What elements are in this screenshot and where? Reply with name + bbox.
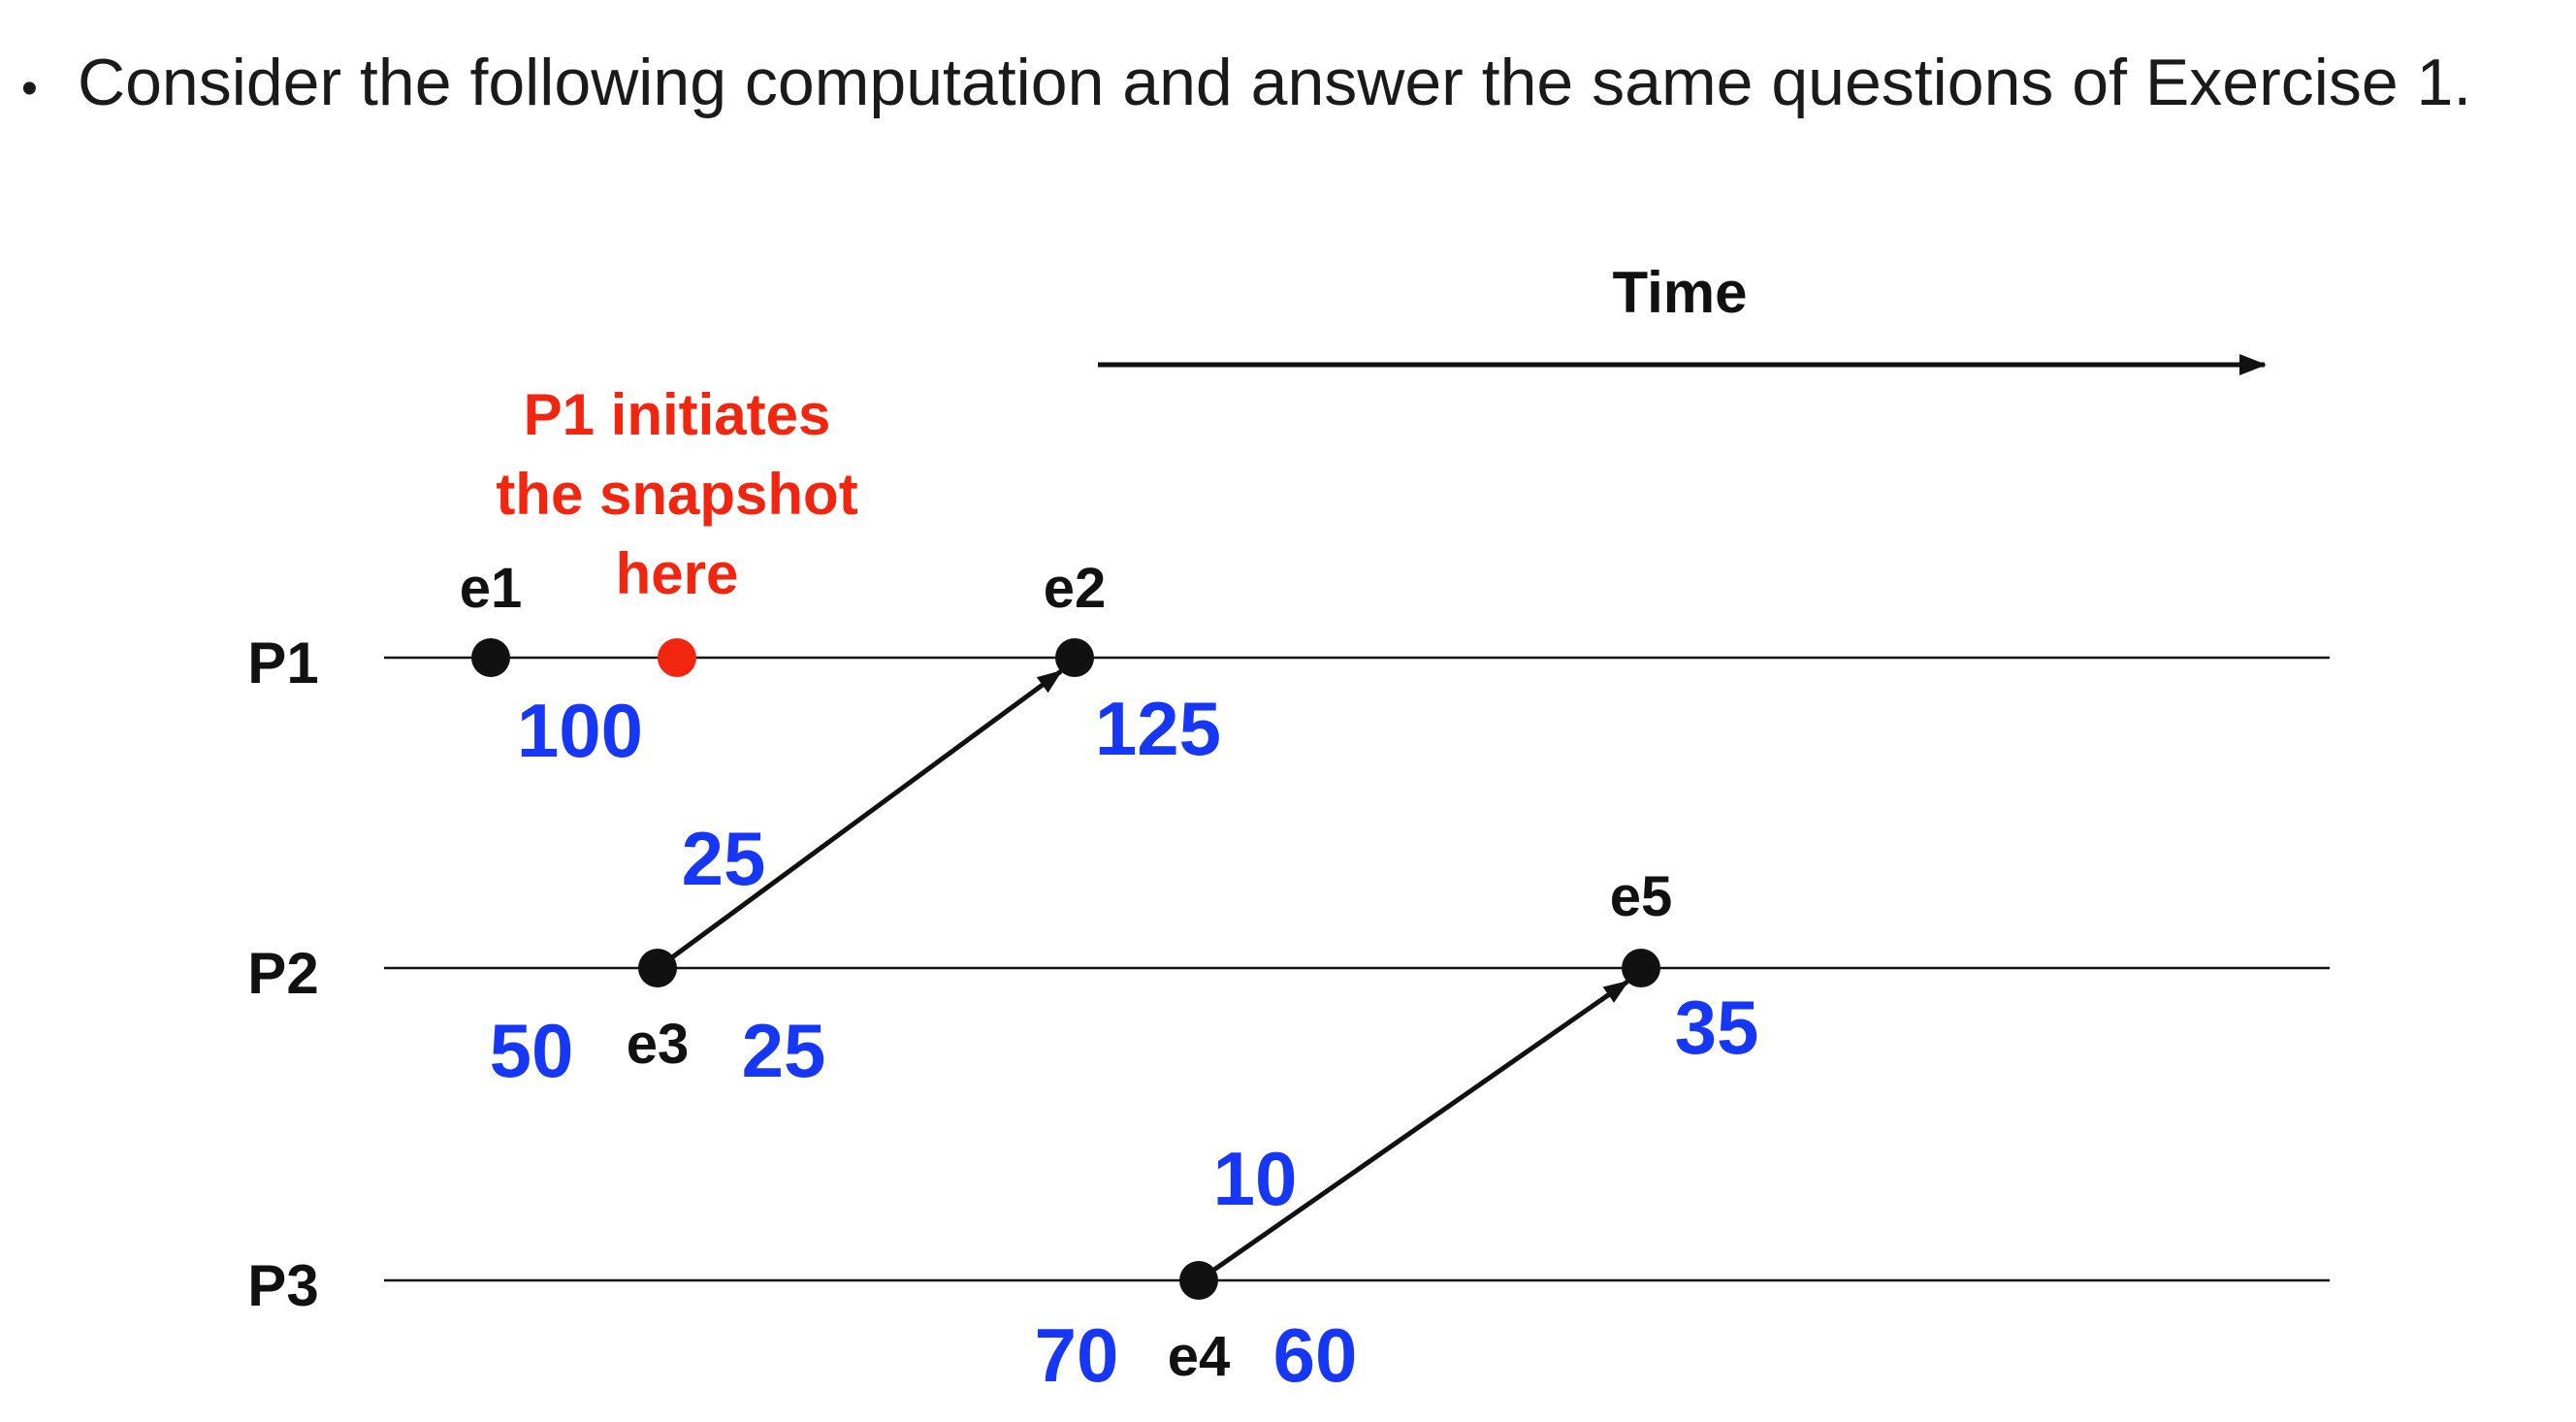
value-p3-initial: 70 xyxy=(1035,1312,1119,1398)
message-amount-e4-e5: 10 xyxy=(1213,1136,1298,1221)
event-label-e4: e4 xyxy=(1168,1325,1231,1388)
snapshot-marker-dot xyxy=(658,638,696,677)
event-dot-e3 xyxy=(638,949,677,987)
value-p2-after-e5: 35 xyxy=(1675,985,1759,1070)
value-p1-after-e2: 125 xyxy=(1095,686,1221,771)
event-label-e3: e3 xyxy=(627,1013,690,1076)
snapshot-annotation-line-2: the snapshot xyxy=(496,462,857,527)
message-arrow-e3-to-e2 xyxy=(656,668,1063,971)
process-label-p3: P3 xyxy=(247,1253,318,1318)
snapshot-annotation-line-1: P1 initiates xyxy=(524,382,831,447)
event-dot-e2 xyxy=(1055,638,1094,677)
event-dot-e5 xyxy=(1622,949,1660,987)
value-p3-after-e4: 60 xyxy=(1273,1312,1358,1398)
snapshot-annotation-line-3: here xyxy=(616,541,739,606)
bullet-marker: • xyxy=(21,63,38,114)
event-label-e1: e1 xyxy=(460,557,523,620)
message-arrow-e4-to-e5 xyxy=(1197,979,1629,1283)
event-dot-e1 xyxy=(471,638,510,677)
event-dot-e4 xyxy=(1179,1261,1218,1300)
time-axis-label: Time xyxy=(1613,260,1748,325)
exercise-prompt-text: Consider the following computation and a… xyxy=(78,46,2472,119)
process-label-p1: P1 xyxy=(247,630,318,695)
value-p2-initial: 50 xyxy=(490,1008,574,1093)
event-label-e5: e5 xyxy=(1610,865,1673,928)
event-label-e2: e2 xyxy=(1044,557,1107,620)
value-p2-after-e3: 25 xyxy=(742,1008,826,1093)
process-label-p2: P2 xyxy=(247,941,318,1006)
exercise-prompt: • Consider the following computation and… xyxy=(0,0,2576,223)
value-p1-initial: 100 xyxy=(517,688,643,773)
message-amount-e3-e2: 25 xyxy=(682,816,766,901)
